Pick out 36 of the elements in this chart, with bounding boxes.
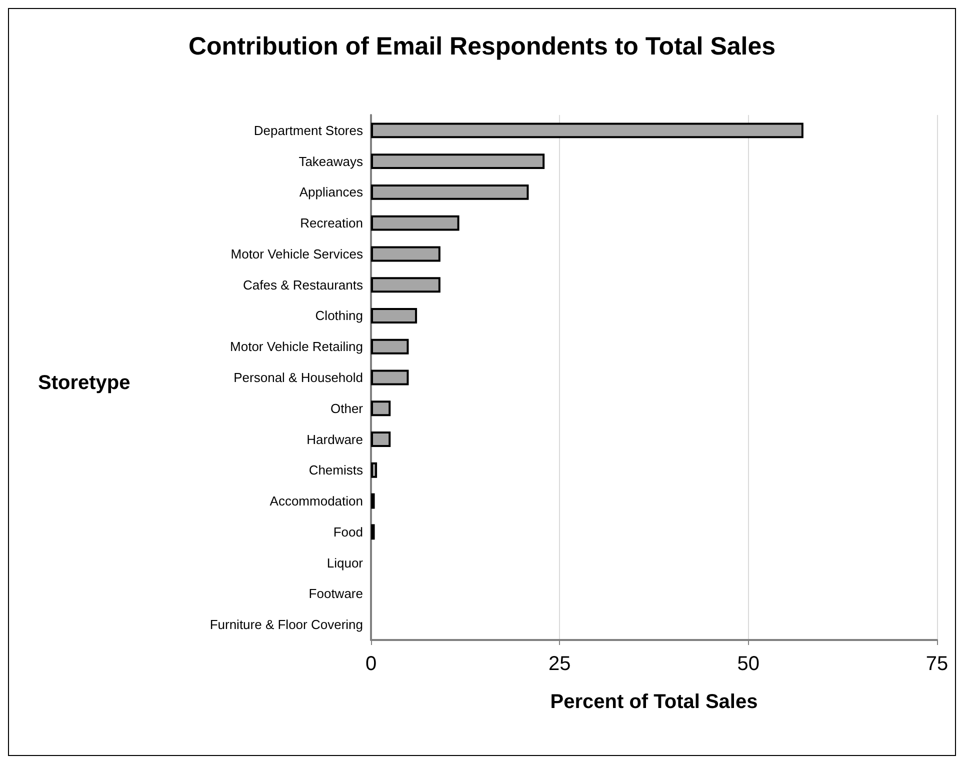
y-tick-label: Personal & Household bbox=[234, 370, 363, 385]
bar bbox=[371, 184, 529, 200]
y-tick-label: Accommodation bbox=[270, 494, 363, 509]
x-tick-label: 25 bbox=[548, 653, 571, 675]
y-tick-label: Recreation bbox=[300, 216, 363, 231]
x-tick-label: 0 bbox=[365, 653, 377, 675]
bar bbox=[371, 215, 460, 231]
y-tick-label: Food bbox=[333, 524, 363, 540]
bar bbox=[371, 308, 418, 324]
chart-title: Contribution of Email Respondents to Total Sales bbox=[188, 32, 776, 60]
bar bbox=[371, 462, 378, 478]
bar bbox=[371, 277, 440, 293]
y-tick-label: Liquor bbox=[326, 555, 364, 570]
y-tick-label: Chemists bbox=[308, 462, 364, 478]
bar bbox=[371, 154, 545, 170]
y-tick-label: Appliances bbox=[299, 184, 364, 200]
bar bbox=[371, 370, 409, 386]
bar bbox=[371, 338, 409, 354]
y-tick-label: Footware bbox=[308, 586, 363, 602]
y-tick-label: Furniture & Floor Covering bbox=[210, 617, 363, 632]
x-tick-label: 75 bbox=[926, 653, 948, 675]
x-axis-title: Percent of Total Sales bbox=[550, 691, 758, 713]
y-tick-label: Motor Vehicle Services bbox=[230, 246, 364, 262]
y-axis-title: Storetype bbox=[38, 372, 130, 394]
y-tick-label: Takeaways bbox=[298, 154, 364, 169]
bar bbox=[371, 400, 391, 416]
x-tick-label: 50 bbox=[737, 653, 760, 675]
y-tick-label: Other bbox=[330, 400, 364, 416]
y-tick-label: Motor Vehicle Retailing bbox=[230, 339, 363, 354]
y-tick-label: Department Stores bbox=[254, 122, 364, 138]
bar bbox=[371, 432, 391, 447]
bar bbox=[371, 246, 440, 262]
y-tick-label: Hardware bbox=[306, 432, 363, 447]
y-tick-label: Clothing bbox=[315, 308, 363, 324]
bar bbox=[371, 122, 804, 138]
y-tick-label: Cafes & Restaurants bbox=[243, 277, 364, 292]
